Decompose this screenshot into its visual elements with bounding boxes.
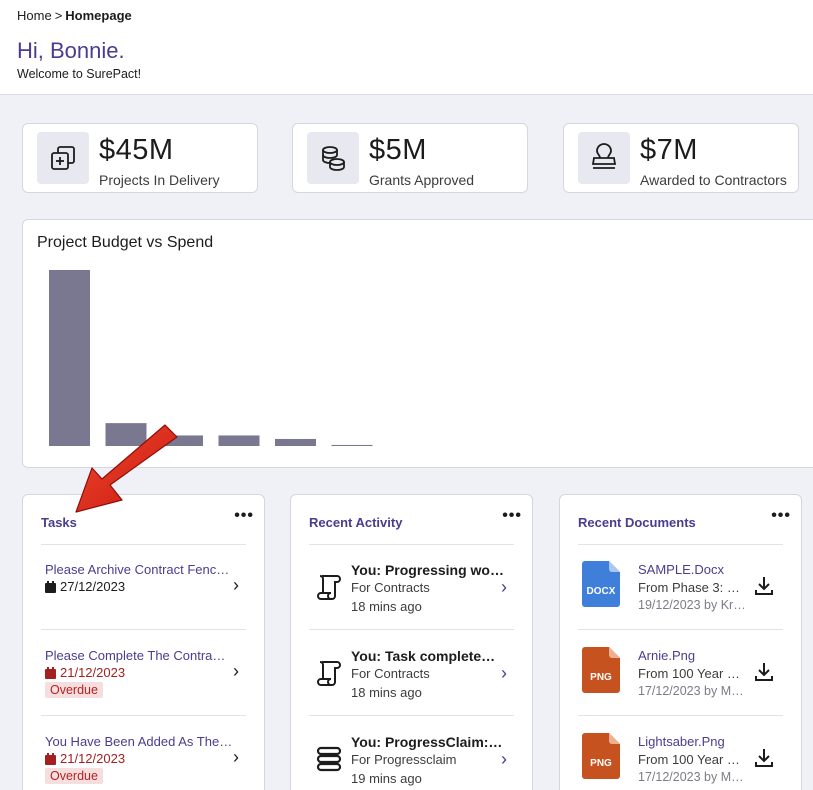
activity-time: 18 mins ago (351, 599, 422, 614)
stat-label: Grants Approved (369, 172, 475, 188)
divider (309, 715, 514, 716)
chart-bar[interactable] (218, 435, 260, 446)
stamp-icon (578, 132, 630, 184)
stat-label: Awarded to Contractors (640, 172, 787, 188)
calendar-icon (45, 752, 56, 765)
task-date-text: 21/12/2023 (60, 665, 126, 680)
download-icon[interactable] (753, 661, 775, 683)
chart-bar[interactable] (105, 423, 147, 446)
divider (578, 629, 783, 630)
activity-time: 18 mins ago (351, 685, 422, 700)
png-file-icon: PNG (582, 733, 620, 779)
breadcrumb-home[interactable]: Home (17, 8, 52, 23)
scroll-icon (317, 575, 341, 600)
tasks-menu-button[interactable]: ••• (234, 507, 254, 524)
chevron-right-icon: › (233, 575, 239, 595)
stat-label: Projects In Delivery (99, 172, 220, 188)
stat-card-projects[interactable]: $45M Projects In Delivery (22, 123, 258, 193)
projects-icon (37, 132, 89, 184)
documents-menu-button[interactable]: ••• (771, 507, 791, 524)
divider (41, 715, 246, 716)
divider (578, 544, 783, 545)
stat-card-grants[interactable]: $5M Grants Approved (292, 123, 528, 193)
stat-value: $7M (640, 134, 698, 166)
divider (41, 629, 246, 630)
stack-icon (316, 746, 342, 772)
activity-title-text: You: Progressing wo… (351, 562, 504, 578)
stat-value: $45M (99, 134, 174, 166)
document-source: From 100 Year Co… (638, 752, 748, 767)
chart-title: Project Budget vs Spend (37, 234, 214, 251)
calendar-icon (45, 666, 56, 679)
tasks-panel: Tasks ••• Please Archive Contract Fenc… … (22, 494, 265, 790)
task-title: Please Archive Contract Fenc… (45, 562, 230, 577)
stat-card-awarded[interactable]: $7M Awarded to Contractors (563, 123, 799, 193)
task-date-text: 27/12/2023 (60, 579, 126, 594)
document-source: From 100 Year Co… (638, 666, 748, 681)
document-meta: 19/12/2023 by Kris… (638, 598, 748, 612)
budget-chart-card: Project Budget vs Spend (22, 219, 813, 468)
document-name[interactable]: Lightsaber.Png (638, 734, 725, 749)
breadcrumb-current: Homepage (65, 8, 132, 23)
chevron-right-icon: › (501, 577, 507, 597)
activity-time: 19 mins ago (351, 771, 422, 786)
scroll-icon (317, 661, 341, 686)
documents-title: Recent Documents (578, 515, 696, 530)
task-title: You Have Been Added As The… (45, 734, 233, 749)
download-icon[interactable] (753, 575, 775, 597)
document-meta: 17/12/2023 by Ma… (638, 684, 748, 698)
divider (309, 629, 514, 630)
welcome-text: Welcome to SurePact! (17, 67, 142, 81)
chart-bar[interactable] (162, 435, 203, 446)
chevron-right-icon: › (501, 749, 507, 769)
stat-value: $5M (369, 134, 427, 166)
document-name[interactable]: Arnie.Png (638, 648, 696, 663)
chevron-right-icon: › (233, 661, 239, 681)
file-ext-label: PNG (590, 758, 612, 769)
document-source: From Phase 3: De… (638, 580, 748, 595)
task-date-text: 21/12/2023 (60, 751, 126, 766)
calendar-icon (45, 580, 56, 593)
coins-icon (307, 132, 359, 184)
png-file-icon: PNG (582, 647, 620, 693)
overdue-badge: Overdue (45, 768, 103, 784)
page-header: Home > Homepage Hi, Bonnie. Welcome to Sur… (0, 0, 813, 95)
activity-panel: Recent Activity ••• You: Progressing wo…… (290, 494, 533, 790)
activity-title: Recent Activity (309, 515, 403, 530)
task-date: 27/12/2023 (45, 579, 125, 594)
document-meta: 17/12/2023 by Ma… (638, 770, 748, 784)
chevron-right-icon: › (233, 747, 239, 767)
greeting-title: Hi, Bonnie. (17, 38, 125, 63)
task-date: 21/12/2023 (45, 751, 125, 766)
task-title: Please Complete The Contra… (45, 648, 226, 663)
activity-subtitle: For Contracts (351, 580, 430, 595)
activity-title-text: You: ProgressClaim:… (351, 734, 503, 750)
documents-panel: Recent Documents ••• DOCX SAMPLE.Docx Fr… (559, 494, 802, 790)
chart-bar[interactable] (49, 270, 90, 446)
chevron-right-icon: › (501, 663, 507, 683)
divider (578, 715, 783, 716)
activity-subtitle: For Progressclaim (351, 752, 457, 767)
file-ext-label: DOCX (587, 586, 616, 597)
divider (41, 544, 246, 545)
breadcrumb: Home > Homepage (17, 8, 132, 23)
activity-subtitle: For Contracts (351, 666, 430, 681)
chart-bar[interactable] (275, 438, 316, 446)
budget-chart (49, 270, 373, 446)
breadcrumb-separator: > (54, 8, 63, 23)
overdue-badge: Overdue (45, 682, 103, 698)
tasks-title: Tasks (41, 515, 77, 530)
document-name[interactable]: SAMPLE.Docx (638, 562, 724, 577)
chart-bar[interactable] (331, 444, 373, 446)
activity-title-text: You: Task complete… (351, 648, 496, 664)
download-icon[interactable] (753, 747, 775, 769)
file-ext-label: PNG (590, 672, 612, 683)
divider (309, 544, 514, 545)
task-date: 21/12/2023 (45, 665, 125, 680)
docx-file-icon: DOCX (582, 561, 620, 607)
activity-menu-button[interactable]: ••• (502, 507, 522, 524)
